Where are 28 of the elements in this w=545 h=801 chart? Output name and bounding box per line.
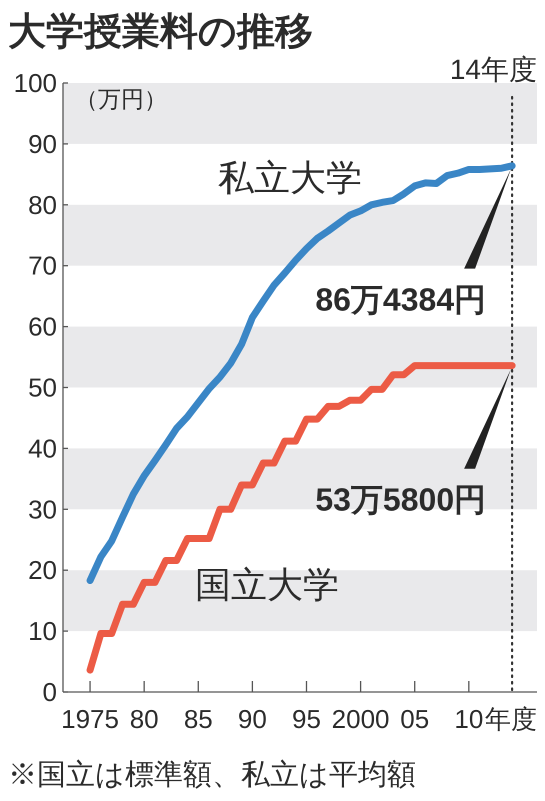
y-tick-label: 20 [28,555,57,586]
y-tick-label: 90 [28,128,57,159]
x-tick-label: 10 [454,704,484,734]
y-tick-label: 80 [28,190,57,220]
y-tick-label: 30 [28,494,57,524]
annotation: 86万4384円 [315,282,486,318]
y-tick-label: 70 [28,250,57,281]
y-tick-label: 50 [28,372,57,402]
x-tick-label: 80 [130,704,159,734]
annotation: 53万5800円 [315,482,486,518]
x-tick-label: 1975 [61,704,119,734]
x-tick-label: 90 [238,704,267,734]
text: ※国立は標準額、私立は平均額 [8,759,416,791]
x-tick-label: 85 [184,704,213,734]
y-tick-label: 100 [14,68,57,98]
series-label: 国立大学 [195,564,339,605]
y-tick-label: 60 [28,312,57,342]
y-tick-label: 40 [28,433,57,464]
x-tick-label: 05 [400,704,430,734]
y-axis-title: （万円） [75,86,167,112]
x-axis-title: 年度 [485,704,537,734]
chart-title: 大学授業料の推移 [8,11,313,53]
series-label: 私立大学 [218,157,362,198]
ref-line-label: 14年度 [450,54,537,85]
x-tick-label: 95 [292,704,321,734]
y-tick-label: 0 [42,677,57,707]
y-tick-label: 10 [28,616,57,646]
x-tick-label: 2000 [332,704,390,734]
